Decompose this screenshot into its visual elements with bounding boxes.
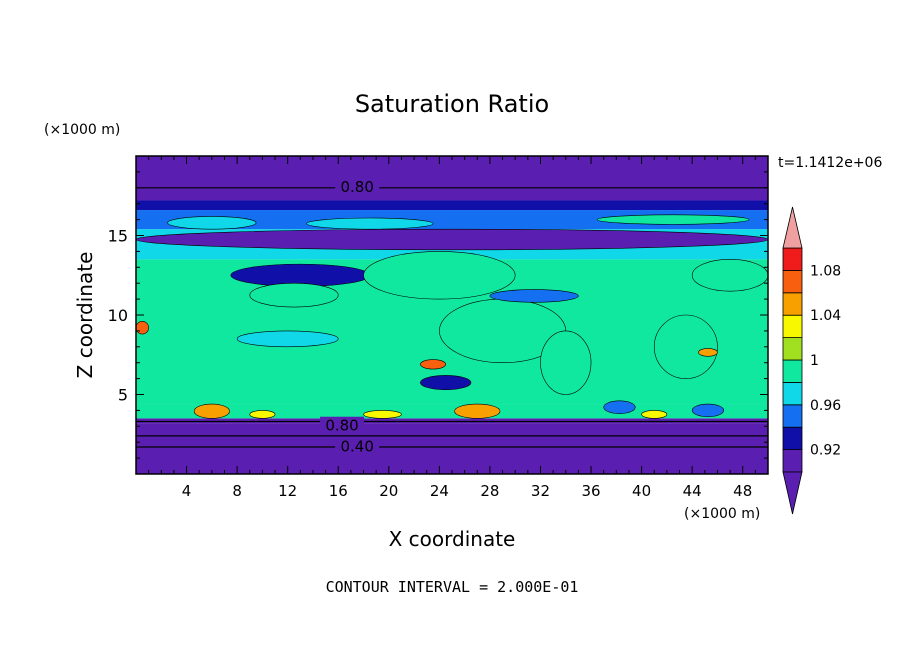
colorbar-band: [782, 269, 803, 294]
saturation-region: [597, 214, 750, 225]
saturation-region: [306, 217, 434, 230]
y-axis-label: Z coordinate: [73, 252, 97, 379]
saturation-region: [420, 375, 472, 391]
colorbar-band: [782, 381, 803, 406]
colorbar-extend-high: [782, 206, 803, 249]
contour-label: 0.40: [340, 437, 373, 455]
saturation-region: [167, 216, 257, 230]
saturation-region: [420, 359, 446, 370]
colorbar-tick-label: 0.92: [810, 443, 841, 459]
contour-label-bg: [320, 416, 365, 433]
y-axis: 5 10 15: [108, 171, 768, 459]
saturation-region: [691, 259, 768, 292]
x-tick-label: 28: [480, 482, 499, 500]
x-tick-label: 16: [329, 482, 348, 500]
saturation-region: [653, 314, 718, 379]
x-tick-label: 36: [581, 482, 600, 500]
contour-label-bg: [335, 437, 380, 454]
plot-area: [136, 156, 768, 474]
x-unit-label: (×1000 m): [684, 506, 760, 522]
x-tick-label: 40: [632, 482, 651, 500]
y-tick-label: 15: [108, 227, 128, 246]
saturation-region: [249, 282, 339, 308]
colorbar-band: [782, 247, 803, 271]
saturation-region: [489, 289, 579, 303]
contour-label: 0.80: [340, 178, 373, 196]
colorbar-band: [782, 426, 803, 451]
time-label: t=1.1412e+06: [778, 155, 882, 171]
saturation-region: [540, 330, 592, 395]
colorbar-band: [782, 359, 803, 383]
x-tick-label: 24: [430, 482, 449, 500]
colorbar-tick-label: 1.04: [810, 308, 841, 324]
contour-interval-footer: CONTOUR INTERVAL = 2.000E-01: [326, 578, 579, 596]
saturation-region: [193, 403, 230, 419]
saturation-region: [236, 330, 339, 348]
saturation-region: [691, 403, 725, 418]
x-tick-label: 44: [683, 482, 702, 500]
x-axis-label: X coordinate: [389, 527, 516, 551]
saturation-region: [698, 348, 718, 357]
x-tick-label: 4: [182, 482, 192, 500]
saturation-layer: [136, 156, 768, 201]
saturation-region: [363, 410, 402, 419]
saturation-region: [136, 228, 768, 251]
saturation-region: [603, 400, 636, 414]
contour-label: 0.80: [325, 417, 358, 435]
colorbar-band: [782, 404, 803, 428]
contour-label-bg: [335, 178, 380, 195]
colorbar-tick-label: 0.96: [810, 398, 841, 414]
x-tick-label: 8: [232, 482, 242, 500]
colorbar-band: [782, 337, 803, 361]
saturation-region: [454, 403, 501, 419]
x-tick-label: 20: [379, 482, 398, 500]
colorbar-band: [782, 292, 803, 316]
y-unit-label: (×1000 m): [44, 122, 120, 138]
x-tick-label: 32: [531, 482, 550, 500]
colorbar-tick-label: 1: [810, 353, 819, 369]
saturation-region: [641, 410, 668, 419]
x-tick-label: 12: [278, 482, 297, 500]
contour-lines: 0.80 0.80 0.40: [136, 178, 768, 455]
saturation-region: [136, 321, 149, 335]
colorbar: 0.92 0.96 1 1.04 1.08: [782, 206, 841, 515]
saturation-layer: [136, 210, 768, 230]
y-tick-label: 10: [108, 306, 128, 325]
saturation-layer: [136, 200, 768, 211]
saturation-region: [363, 251, 516, 300]
colorbar-band: [782, 314, 803, 339]
saturation-layer: [136, 418, 768, 424]
x-axis: 4 8 12 16 20 24 28 32 36 40 44 48: [148, 156, 756, 500]
colorbar-tick-label: 1.08: [810, 263, 841, 279]
colorbar-extend-low: [782, 471, 803, 515]
saturation-layer: [136, 423, 768, 474]
saturation-layer: [136, 404, 768, 419]
chart-title: Saturation Ratio: [355, 90, 549, 118]
y-tick-label: 5: [118, 386, 128, 405]
colorbar-band: [782, 449, 803, 473]
saturation-region: [249, 410, 276, 419]
x-tick-label: 48: [733, 482, 752, 500]
